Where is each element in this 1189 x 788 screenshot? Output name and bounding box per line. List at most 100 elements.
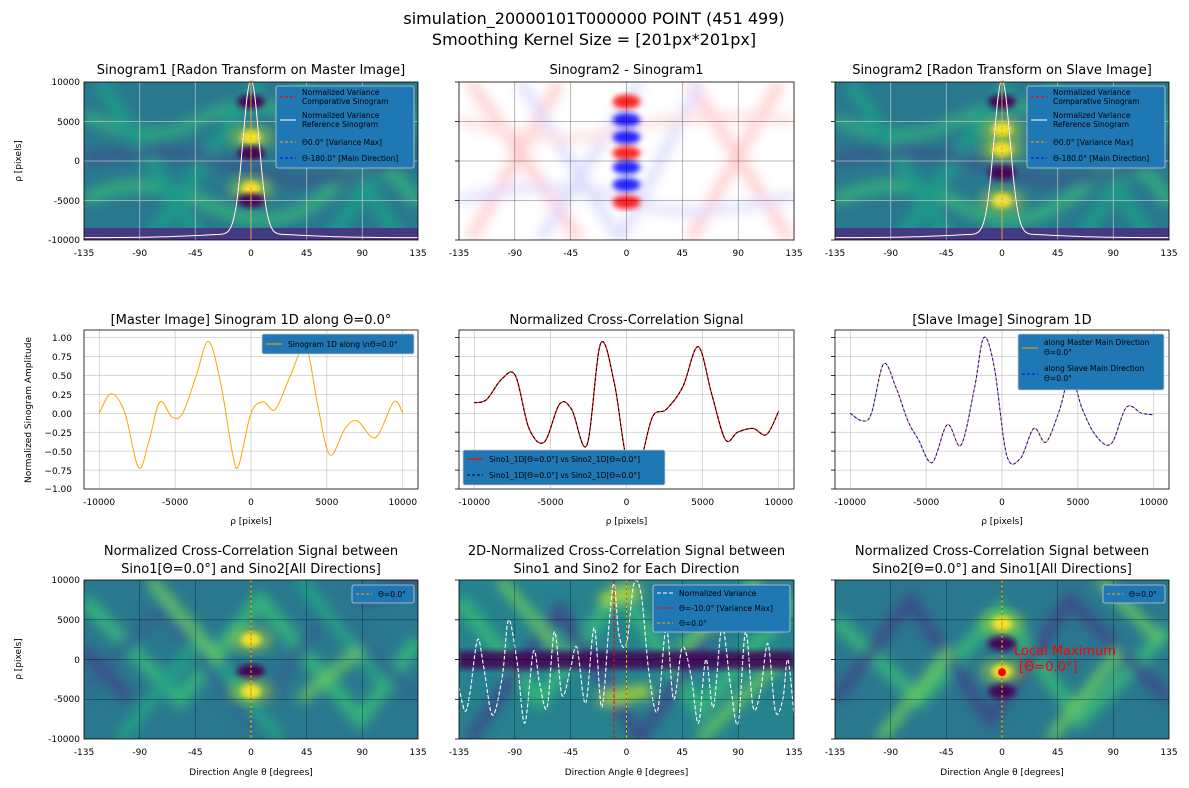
legend-label: Θ=0.0° (1044, 374, 1072, 383)
x-tick-label: 0 (248, 498, 254, 508)
legend: Normalized Variance Comparative Sinogram… (275, 85, 415, 169)
x-tick-label: 0 (999, 498, 1005, 508)
panel-sinogram1: Sinogram1 [Radon Transform on Master Ima… (14, 63, 427, 259)
x-tick-label: 135 (785, 748, 802, 758)
x-tick-label: 45 (677, 748, 688, 758)
axes-frame (458, 329, 795, 490)
y-ticks (831, 579, 835, 740)
x-tick-label: 45 (301, 748, 312, 758)
x-tick-label: -135 (825, 249, 845, 259)
y-tick-label: 10000 (51, 78, 80, 88)
x-tick-label: -10000 (458, 498, 490, 508)
legend-label: Normalized Variance (1053, 111, 1131, 120)
x-tick-label: -135 (449, 748, 469, 758)
x-tick-label: 90 (732, 748, 744, 758)
y-tick-label: -5000 (54, 695, 80, 705)
x-axis: -135 -90 -45 0 45 90 135 (825, 748, 1178, 758)
x-tick-label: -90 (507, 249, 522, 259)
y-tick-label: −0.50 (44, 448, 72, 458)
x-axis-label: ρ [pixels] (606, 517, 648, 527)
x-axis-label: ρ [pixels] (981, 517, 1023, 527)
variance-reference-curve (835, 79, 1169, 239)
x-tick-label: -5000 (162, 498, 188, 508)
legend: Θ=0.0° (1102, 584, 1166, 604)
panel-title: Normalized Cross-Correlation Signal betw… (104, 544, 398, 559)
local-maximum-theta: [Θ=0.0°] (1019, 660, 1077, 675)
x-tick-label: 10000 (388, 498, 417, 508)
x-tick-label: 135 (1160, 748, 1177, 758)
series-correlation-dashed (474, 341, 780, 472)
y-tick-label: 0 (74, 157, 80, 167)
y-tick-label: −0.25 (44, 429, 72, 439)
x-tick-label: -45 (939, 748, 954, 758)
x-axis: -10000 -5000 0 5000 10000 (458, 498, 793, 508)
legend-label: Θ=0.0° (1129, 590, 1157, 599)
x-tick-label: 5000 (1066, 498, 1089, 508)
panel-2d-ncc: 2D-Normalized Cross-Correlation Signal b… (449, 544, 803, 778)
x-tick-label: 10000 (1139, 498, 1168, 508)
y-tick-label: −1.00 (44, 485, 72, 495)
x-tick-label: 135 (409, 249, 426, 259)
legend: Normalized Variance Comparative Sinogram… (1026, 85, 1166, 169)
y-tick-label: 5000 (57, 616, 80, 626)
x-axis-label: Direction Angle θ [degrees] (189, 768, 313, 778)
axes-frame (83, 81, 419, 241)
local-maximum-label: Local Maximum (1014, 644, 1116, 659)
x-axis: -135 -90 -45 0 45 90 135 (825, 249, 1178, 259)
legend-label: Θ-180.0° [Main Direction] (1053, 154, 1149, 163)
x-tick-label: 135 (785, 249, 802, 259)
legend-label: along Master Main Direction (1044, 338, 1150, 347)
legend-label: Sino1_1D[Θ=0.0°] vs Sino2_1D[Θ=0.0°] (489, 471, 640, 480)
legend: Sino1_1D[Θ=0.0°] vs Sino2_1D[Θ=0.0°] Sin… (462, 449, 666, 486)
panel-title: Sinogram1 [Radon Transform on Master Ima… (97, 63, 405, 78)
legend-label: Sino1_1D[Θ=0.0°] vs Sino2_1D[Θ=0.0°] (489, 455, 640, 464)
legend-label: Comparative Sinogram (302, 97, 389, 106)
y-ticks (455, 337, 459, 490)
legend-label: Normalized Variance (679, 589, 757, 598)
x-tick-label: -90 (507, 748, 522, 758)
panel-sinogram2: Sinogram2 [Radon Transform on Slave Imag… (825, 63, 1178, 259)
panel-title: Normalized Cross-Correlation Signal betw… (855, 544, 1149, 559)
panel-title: [Slave Image] Sinogram 1D (912, 313, 1091, 328)
y-tick-label: 10000 (51, 576, 80, 586)
x-tick-label: 0 (999, 748, 1005, 758)
x-tick-label: 0 (624, 249, 630, 259)
panel-subtitle: Sino2[Θ=0.0°] and Sino1[All Directions] (872, 562, 1132, 577)
legend-label: Θ=0.0° (679, 619, 707, 628)
panel-subtitle: Sino1 and Sino2 for Each Direction (514, 562, 740, 577)
panel-sinogram-difference: Sinogram2 - Sinogram1 -135 -90 -45 0 45 (449, 63, 803, 259)
legend-label: Θ=0.0° (378, 590, 406, 599)
y-tick-label: 1.00 (52, 334, 72, 344)
x-tick-label: -45 (939, 249, 954, 259)
legend-label: Reference Sinogram (1053, 120, 1129, 129)
legend-label: Θ=-10.0° [Variance Max] (679, 604, 773, 613)
panel-cross-correlation: Normalized Cross-Correlation Signal Sino… (455, 313, 795, 527)
x-tick-label: -45 (563, 748, 578, 758)
local-maximum-marker (998, 668, 1006, 677)
y-tick-label: 5000 (57, 118, 80, 128)
y-ticks (455, 579, 459, 740)
x-axis: -10000 -5000 0 5000 10000 (83, 498, 417, 508)
legend-label: Sinogram 1D along \nΘ=0.0° (288, 340, 398, 349)
x-tick-label: 0 (248, 748, 254, 758)
x-tick-label: -90 (132, 748, 147, 758)
legend-label: Normalized Variance (302, 111, 380, 120)
x-tick-label: 90 (1108, 249, 1120, 259)
grid-lines (835, 330, 1169, 489)
x-tick-label: -45 (188, 249, 203, 259)
panel-ncc-sino2-vs-sino1: Normalized Cross-Correlation Signal betw… (825, 544, 1178, 778)
legend: along Master Main Direction Θ=0.0° along… (1017, 333, 1165, 391)
x-axis-label: Direction Angle θ [degrees] (565, 768, 689, 778)
x-tick-label: 135 (409, 748, 426, 758)
x-tick-label: 135 (1160, 249, 1177, 259)
axes-frame (83, 579, 419, 740)
grid-lines (84, 580, 418, 739)
legend: Sinogram 1D along \nΘ=0.0° (261, 333, 415, 355)
y-ticks (455, 81, 459, 241)
x-tick-label: 45 (677, 249, 688, 259)
x-tick-label: 5000 (691, 498, 714, 508)
y-axis-label: ρ [pixels] (14, 140, 24, 182)
y-tick-label: -10000 (48, 236, 80, 246)
x-axis-label: ρ [pixels] (230, 517, 272, 527)
